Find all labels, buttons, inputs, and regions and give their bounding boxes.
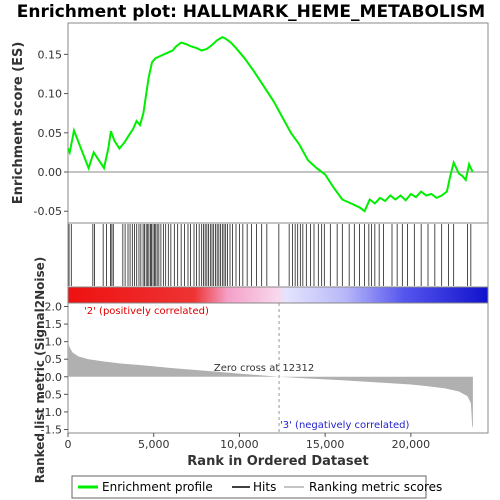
es-y-tick-label: 0.00 (38, 166, 63, 179)
metric-y-tick-label: 2.0 (45, 301, 63, 314)
positive-correlation-label: '2' (positively correlated) (84, 306, 209, 317)
hits-frame (67, 222, 489, 288)
x-tick-label: 0 (65, 438, 72, 451)
x-tick-label: 10,000 (220, 438, 259, 451)
x-axis-label: Rank in Ordered Dataset (187, 454, 368, 469)
enrichment-profile-line (67, 35, 474, 213)
es-y-tick-label: 0.15 (38, 48, 63, 61)
es-y-axis-label: Enrichment score (ES) (11, 42, 26, 205)
negative-correlation-label: '3' (negatively correlated) (280, 420, 409, 431)
metric-y-tick-label: -1.0 (41, 406, 62, 419)
es-y-tick-label: -0.05 (34, 205, 62, 218)
es-y-tick-label: 0.10 (38, 88, 63, 101)
x-tick-label: 15,000 (306, 438, 345, 451)
metric-y-ticks: -1.5 -1.0 -0.5 0.0 0.5 1.0 1.5 2.0 (41, 301, 68, 436)
chart-title: Enrichment plot: HALLMARK_HEME_METABOLIS… (17, 2, 485, 22)
metric-y-tick-label: 0.0 (45, 371, 63, 384)
metric-y-tick-label: -0.5 (41, 388, 62, 401)
legend: Enrichment profile Hits Ranking metric s… (71, 475, 442, 499)
x-axis-ticks: 0 5,000 10,000 15,000 20,000 (65, 433, 431, 451)
zero-cross-label: Zero cross at 12312 (214, 363, 314, 374)
ranking-colorbar (67, 286, 489, 304)
metric-y-axis-label: Ranked list metric (Signal2Noise) (33, 257, 47, 484)
es-y-ticks: -0.05 0.00 0.05 0.10 0.15 (34, 48, 68, 218)
es-plot-frame (67, 22, 489, 224)
metric-y-tick-label: 1.5 (45, 318, 63, 331)
legend-label-hits: Hits (253, 480, 276, 494)
legend-label-metric: Ranking metric scores (309, 480, 442, 494)
hits-panel (67, 222, 489, 304)
legend-label-enrichment: Enrichment profile (102, 480, 213, 494)
metric-y-tick-label: 1.0 (45, 336, 63, 349)
metric-y-tick-label: -1.5 (41, 423, 62, 436)
metric-panel: -1.5 -1.0 -0.5 0.0 0.5 1.0 1.5 2.0 Zero cross a… (33, 257, 489, 484)
es-y-tick-label: 0.05 (38, 127, 63, 140)
es-panel: -0.05 0.00 0.05 0.10 0.15 Enrichment score (… (11, 22, 489, 224)
x-tick-label: 5,000 (138, 438, 170, 451)
x-tick-label: 20,000 (392, 438, 431, 451)
metric-y-tick-label: 0.5 (45, 353, 63, 366)
hit-lines (68, 224, 472, 286)
